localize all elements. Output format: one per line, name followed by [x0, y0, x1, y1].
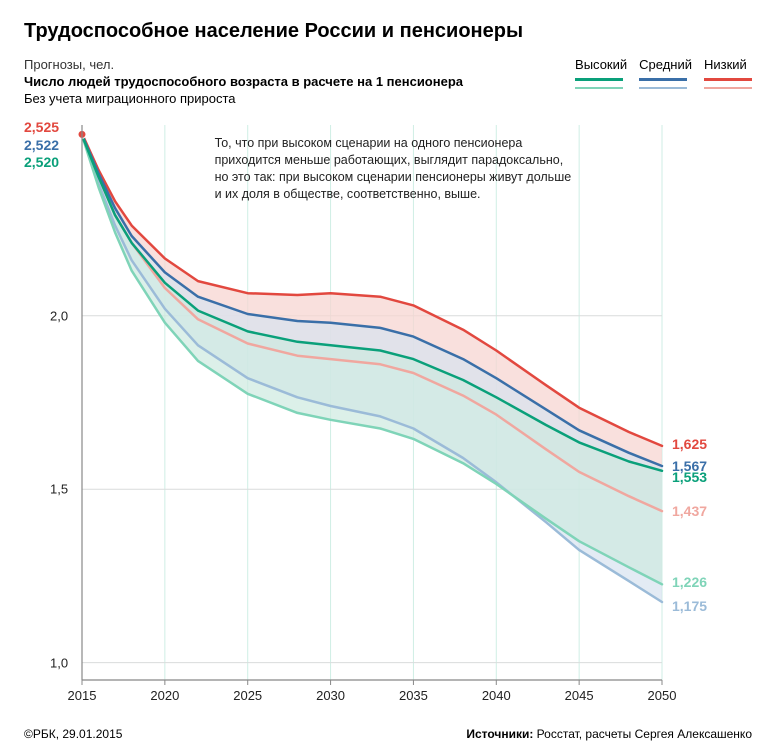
legend-low: Низкий [704, 57, 752, 95]
start-value-medium: 2,522 [24, 137, 59, 155]
x-tick-label: 2025 [233, 688, 262, 703]
legend-line-low-main [704, 78, 752, 81]
chart-title: Трудоспособное население России и пенсио… [24, 20, 752, 43]
end-value-high_alt: 1,226 [672, 574, 707, 590]
end-value-high_main: 1,553 [672, 469, 707, 485]
x-tick-label: 2030 [316, 688, 345, 703]
end-value-medium_alt: 1,175 [672, 598, 707, 614]
footer-left: ©РБК, 29.01.2015 [24, 727, 122, 741]
x-tick-label: 2050 [648, 688, 677, 703]
end-value-low_main: 1,625 [672, 436, 707, 452]
x-tick-label: 2035 [399, 688, 428, 703]
legend-high: Высокий [575, 57, 627, 95]
chart-container: Трудоспособное население России и пенсио… [0, 0, 776, 755]
legend-line-medium-main [639, 78, 687, 81]
subtitle-1: Прогнозы, чел. [24, 57, 575, 72]
x-tick-label: 2020 [150, 688, 179, 703]
start-value-low: 2,525 [24, 119, 59, 137]
subtitle-2: Число людей трудоспособного возраста в р… [24, 74, 575, 89]
annotation-text: То, что при высоком сценарии на одного п… [215, 135, 575, 203]
start-value-high: 2,520 [24, 154, 59, 172]
legend-line-low-alt [704, 87, 752, 89]
y-tick-label: 1,0 [50, 655, 68, 670]
footer: ©РБК, 29.01.2015 Источники: Росстат, рас… [24, 727, 752, 741]
legend-line-high-main [575, 78, 623, 81]
legend-medium: Средний [639, 57, 692, 95]
end-value-low_alt: 1,437 [672, 503, 707, 519]
legend-right: Высокий Средний Низкий [575, 57, 752, 95]
plot-area [82, 125, 662, 680]
start-values: 2,5252,5222,520 [24, 119, 59, 172]
legend-left: Прогнозы, чел. Число людей трудоспособно… [24, 57, 575, 106]
subtitle-3: Без учета миграционного прироста [24, 91, 575, 106]
legend-line-medium-alt [639, 87, 687, 89]
y-tick-label: 2,0 [50, 308, 68, 323]
y-tick-label: 1,5 [50, 482, 68, 497]
legend-block: Прогнозы, чел. Число людей трудоспособно… [24, 57, 752, 106]
footer-right: Источники: Росстат, расчеты Сергея Алекс… [466, 727, 752, 741]
x-tick-label: 2015 [68, 688, 97, 703]
legend-line-high-alt [575, 87, 623, 89]
x-tick-label: 2045 [565, 688, 594, 703]
x-tick-label: 2040 [482, 688, 511, 703]
